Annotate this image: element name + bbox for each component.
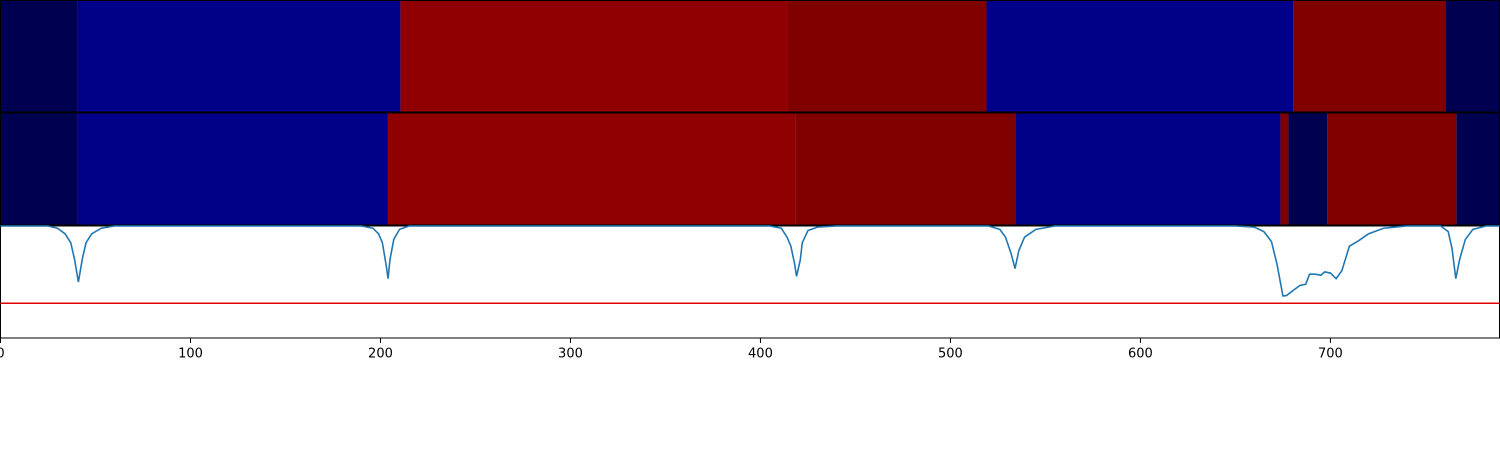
segment (387, 113, 796, 225)
panel-frame (0, 225, 1500, 339)
x-tick-label: 700 (1318, 347, 1343, 362)
segment (795, 113, 1016, 225)
x-tick-label: 500 (938, 347, 963, 362)
segment (0, 0, 78, 112)
segment (1445, 0, 1500, 112)
segment (1015, 113, 1281, 225)
segment (0, 113, 78, 225)
data-line (0, 225, 1500, 297)
x-tick-label: 0 (0, 347, 5, 362)
segment (1288, 113, 1328, 225)
x-tick-label: 200 (368, 347, 393, 362)
segment (77, 113, 388, 225)
x-tick-label: 600 (1128, 347, 1153, 362)
segment (1280, 113, 1289, 225)
x-tick-label: 100 (178, 347, 203, 362)
x-tick-label: 400 (748, 347, 773, 362)
segment (787, 0, 987, 112)
segment (77, 0, 401, 112)
segment (986, 0, 1294, 112)
segment (1293, 0, 1446, 112)
segment (1456, 113, 1500, 225)
segment (1327, 113, 1457, 225)
x-tick-label: 300 (558, 347, 583, 362)
segment (400, 0, 788, 112)
